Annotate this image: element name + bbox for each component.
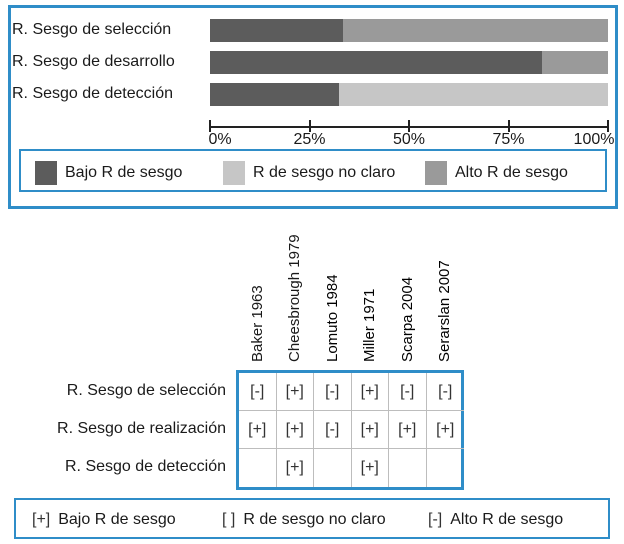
table-cell: [+] <box>351 411 389 449</box>
chart-legend: Bajo R de sesgo R de sesgo no claro Alto R… <box>19 149 607 192</box>
bar-row <box>210 51 608 74</box>
bar-row <box>210 83 608 106</box>
bar-category-label: R. Sesgo de desarrollo <box>12 53 175 70</box>
study-column-header: Scarpa 2004 <box>398 276 416 362</box>
legend-label: Alto R de sesgo <box>455 164 568 181</box>
table-cell: [+] <box>352 449 389 487</box>
legend-swatch <box>223 161 245 185</box>
table-legend-item: [ ] R de sesgo no claro <box>222 511 386 529</box>
table-cell: [-] <box>239 373 277 411</box>
table-cell: [-] <box>389 373 427 411</box>
bar-segment-alto-r-de-sesgo <box>542 51 608 74</box>
study-column-header: Serarslan 2007 <box>436 260 454 362</box>
bar-row <box>210 19 608 42</box>
x-tick-label: 25% <box>293 131 326 148</box>
row-label: R. Sesgo de selección <box>66 382 226 399</box>
legend-symbol: [-] <box>428 511 443 528</box>
x-axis-tick <box>408 120 410 132</box>
table-cell: [+] <box>389 411 427 449</box>
x-tick-label: 50% <box>392 131 426 148</box>
bar-category-label: R. Sesgo de selección <box>12 21 172 38</box>
bar-segment-bajo-r-de-sesgo <box>210 51 543 74</box>
summary-chart-panel <box>8 5 618 209</box>
study-column-header: Lomuto 1984 <box>323 274 341 362</box>
table-cell: [+] <box>276 411 314 449</box>
legend-swatch <box>35 161 57 185</box>
table-cell <box>239 449 277 487</box>
legend-label: Alto R de sesgo <box>450 511 564 528</box>
table-cell <box>427 449 465 487</box>
study-column-header: Miller 1971 <box>361 288 379 362</box>
x-tick-label: 75% <box>492 131 525 148</box>
legend-label: Bajo R de sesgo <box>58 511 176 528</box>
x-tick-label: 0% <box>208 131 232 148</box>
legend-label: R de sesgo no claro <box>243 511 386 528</box>
table-cell: [+] <box>277 449 314 487</box>
x-axis-tick <box>308 120 311 132</box>
x-tick-label: 100% <box>573 131 615 148</box>
bar-category-label: R. Sesgo de detección <box>12 85 173 102</box>
bar-segment-bajo-r-de-sesgo <box>210 83 340 106</box>
bar-segment-r-de-sesgo-no-claro <box>339 83 608 106</box>
table-cell: [-] <box>314 373 352 411</box>
x-axis-tick <box>507 120 510 132</box>
table-cell: [+] <box>239 411 277 449</box>
table-cell <box>314 449 352 487</box>
row-label: R. Sesgo de detección <box>65 458 226 475</box>
study-column-header: Baker 1963 <box>248 285 266 362</box>
table-legend: [+] Bajo R de sesgo [ ] R de sesgo no claro… <box>14 498 610 539</box>
legend-symbol: [ ] <box>222 511 236 528</box>
legend-label: Bajo R de sesgo <box>65 164 183 181</box>
table-legend-item: [+] Bajo R de sesgo <box>32 511 176 529</box>
x-axis-tick <box>209 120 211 132</box>
table-cell: [+] <box>276 373 314 411</box>
legend-label: R de sesgo no claro <box>253 164 396 181</box>
x-axis-tick <box>607 120 609 132</box>
risk-of-bias-table: [-] [+] [-] [+] [-] [-] [+] [+] [-] [+] [+] [+] [+][… <box>236 370 464 490</box>
legend-symbol: [+] <box>32 511 51 528</box>
study-column-header: Cheesbrough 1979 <box>286 234 304 362</box>
table-cell: [-] <box>314 411 352 449</box>
table-cell: [+] <box>426 411 464 449</box>
bar-segment-alto-r-de-sesgo <box>343 19 608 42</box>
legend-swatch <box>425 161 447 185</box>
bar-segment-bajo-r-de-sesgo <box>210 19 344 42</box>
row-label: R. Sesgo de realización <box>57 420 226 437</box>
table-cell: [-] <box>426 373 464 411</box>
table-legend-item: [-] Alto R de sesgo <box>428 511 563 529</box>
table-cell: [+] <box>351 373 389 411</box>
table-cell <box>389 449 427 487</box>
